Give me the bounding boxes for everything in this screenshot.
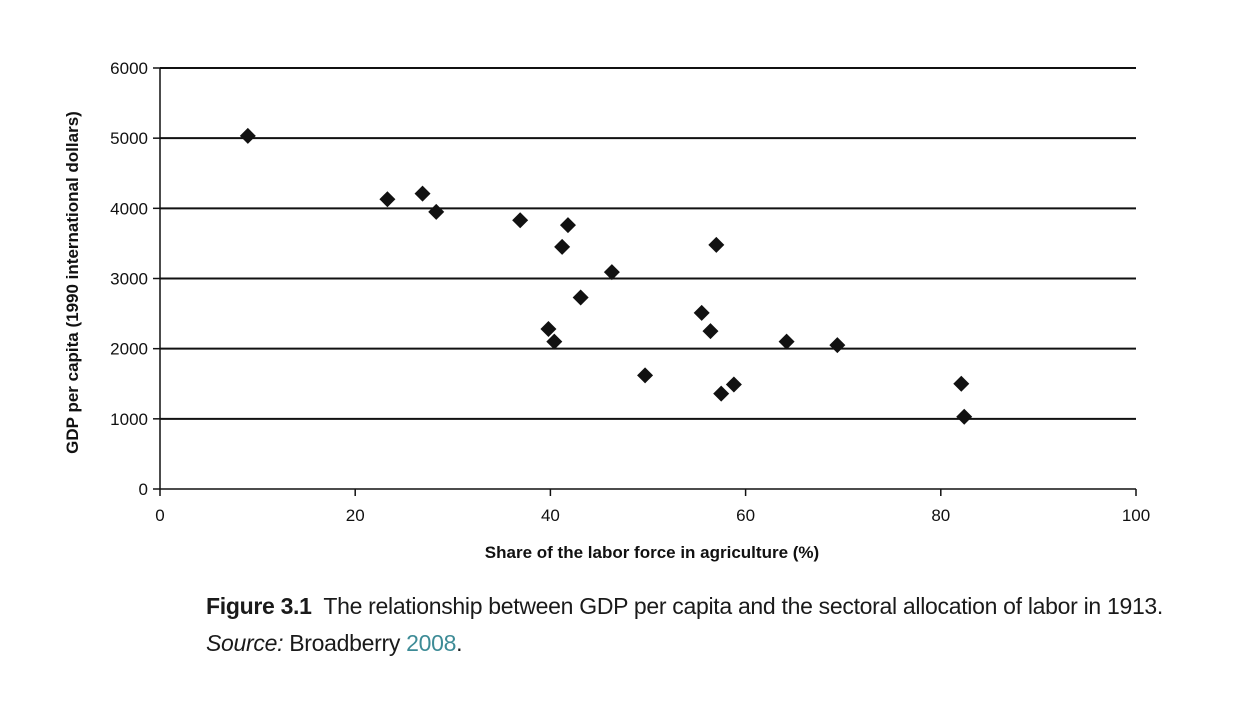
- data-point: [713, 385, 730, 402]
- x-tick-label: 60: [736, 506, 755, 525]
- source-label: Source:: [206, 630, 284, 656]
- data-point: [559, 217, 576, 234]
- source-text: Broadberry: [289, 630, 401, 656]
- tick-labels: 0 1000 2000 3000 4000 5000 6000 0 20 40 60 80 100: [110, 59, 1150, 525]
- data-point: [725, 376, 742, 393]
- x-tick-label: 40: [541, 506, 560, 525]
- x-tick-label: 100: [1122, 506, 1150, 525]
- data-point: [603, 264, 620, 281]
- figure-label: Figure 3.1: [206, 593, 312, 619]
- data-point: [702, 323, 719, 340]
- y-tick-label: 0: [139, 480, 148, 499]
- data-point: [546, 333, 563, 350]
- data-point: [554, 238, 571, 255]
- x-tick-label: 80: [931, 506, 950, 525]
- data-point: [512, 212, 529, 229]
- scatter-chart: 0 1000 2000 3000 4000 5000 6000 0 20 40 60 80 100 Sh…: [63, 59, 1150, 562]
- axes: [153, 67, 1137, 496]
- y-tick-label: 6000: [110, 59, 148, 78]
- data-point: [778, 333, 795, 350]
- data-point: [414, 185, 431, 202]
- y-axis-title: GDP per capita (1990 international dolla…: [63, 111, 82, 454]
- data-point: [637, 367, 654, 384]
- x-tick-label: 20: [346, 506, 365, 525]
- data-points: [239, 127, 973, 425]
- data-point: [540, 321, 557, 338]
- y-tick-label: 5000: [110, 129, 148, 148]
- data-point: [693, 304, 710, 321]
- data-point: [239, 127, 256, 144]
- y-tick-label: 2000: [110, 340, 148, 359]
- source-year-link[interactable]: 2008: [406, 630, 457, 656]
- caption-end: .: [456, 630, 463, 656]
- x-axis-title: Share of the labor force in agriculture …: [485, 543, 819, 562]
- data-point: [953, 375, 970, 392]
- gridlines: [160, 67, 1136, 420]
- data-point: [572, 289, 589, 306]
- data-point: [428, 203, 445, 220]
- data-point: [379, 191, 396, 208]
- data-point: [708, 236, 725, 253]
- figure-caption: Figure 3.1 The relationship between GDP …: [206, 588, 1206, 662]
- caption-text: The relationship between GDP per capita …: [323, 593, 1164, 619]
- data-point: [956, 408, 973, 425]
- data-point: [829, 337, 846, 354]
- y-tick-label: 4000: [110, 199, 148, 218]
- x-tick-label: 0: [155, 506, 164, 525]
- y-tick-label: 1000: [110, 410, 148, 429]
- y-tick-label: 3000: [110, 270, 148, 289]
